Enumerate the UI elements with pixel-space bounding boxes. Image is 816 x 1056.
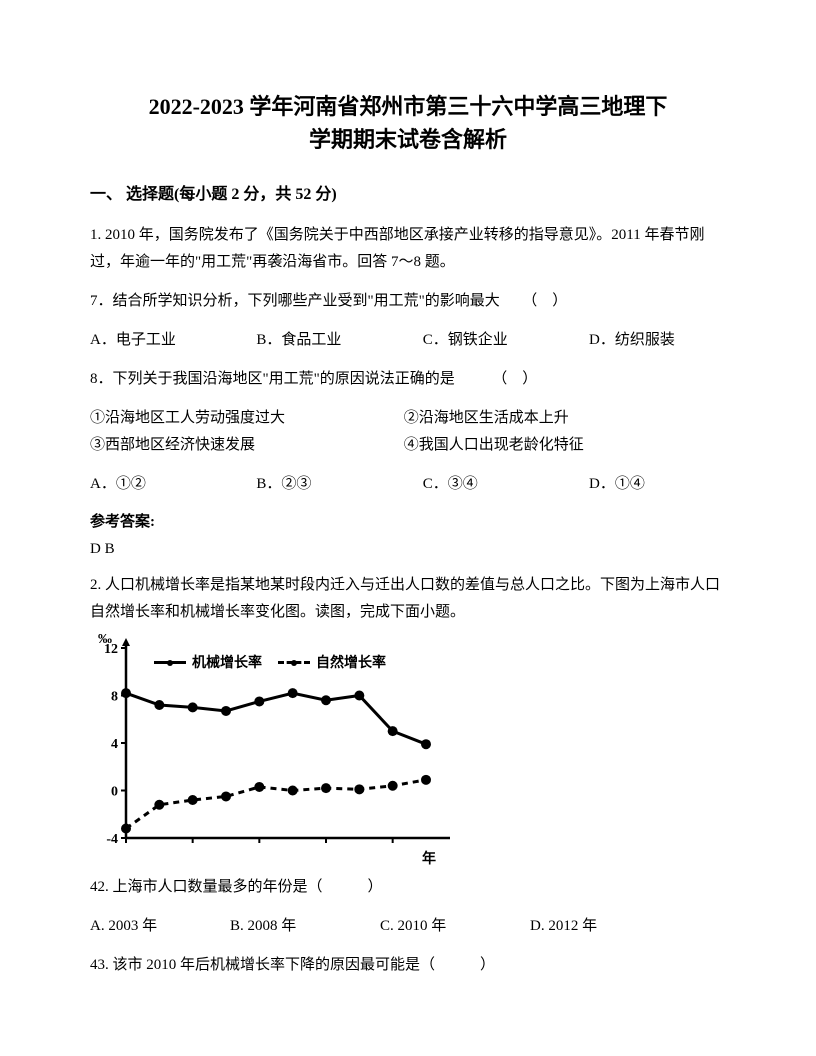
question-43: 43. 该市 2010 年后机械增长率下降的原因最可能是（ ）	[90, 952, 726, 979]
question-42: 42. 上海市人口数量最多的年份是（ ）	[90, 874, 726, 901]
svg-text:-4: -4	[106, 832, 118, 847]
question-42-options: A. 2003 年 B. 2008 年 C. 2010 年 D. 2012 年	[90, 913, 726, 940]
q42-option-b: B. 2008 年	[230, 913, 380, 940]
q8-option-c: C．③④	[423, 471, 589, 498]
legend-label-mechanical: 机械增长率	[192, 652, 262, 672]
answer-label: 参考答案:	[90, 510, 726, 531]
intro-paragraph: 1. 2010 年，国务院发布了《国务院关于中西部地区承接产业转移的指导意见》。…	[90, 222, 726, 276]
question-8-options: A．①② B．②③ C．③④ D．①④	[90, 471, 726, 498]
svg-text:2011: 2011	[379, 847, 406, 848]
q42-option-c: C. 2010 年	[380, 913, 530, 940]
svg-text:0: 0	[111, 785, 118, 800]
q42-option-d: D. 2012 年	[530, 913, 660, 940]
svg-text:2007: 2007	[245, 847, 273, 848]
q8-stmt-1: ①沿海地区工人劳动强度过大	[90, 405, 400, 432]
svg-text:4: 4	[111, 737, 118, 752]
q8-stmt-2: ②沿海地区生活成本上升	[404, 405, 569, 432]
section-heading: 一、 选择题(每小题 2 分，共 52 分)	[90, 180, 726, 204]
svg-text:2009: 2009	[312, 847, 340, 848]
exam-title: 2022-2023 学年河南省郑州市第三十六中学高三地理下 学期期末试卷含解析	[90, 90, 726, 156]
q7-option-a: A．电子工业	[90, 327, 256, 354]
q8-option-d: D．①④	[589, 471, 726, 498]
question-2-intro: 2. 人口机械增长率是指某地某时段内迁入与迁出人口数的差值与总人口之比。下图为上…	[90, 572, 726, 626]
svg-text:2005: 2005	[179, 847, 207, 848]
q8-stmt-4: ④我国人口出现老龄化特征	[404, 432, 584, 459]
q8-option-a: A．①②	[90, 471, 256, 498]
question-8-statements: ①沿海地区工人劳动强度过大 ②沿海地区生活成本上升 ③西部地区经济快速发展 ④我…	[90, 405, 726, 459]
q7-option-d: D．纺织服装	[589, 327, 726, 354]
q7-option-b: B．食品工业	[256, 327, 422, 354]
legend-solid-line-icon	[154, 661, 186, 664]
svg-text:2003: 2003	[112, 847, 140, 848]
question-7: 7．结合所学知识分析，下列哪些产业受到"用工荒"的影响最大 （ ）	[90, 288, 726, 315]
chart-legend: 机械增长率 自然增长率	[154, 652, 386, 672]
legend-label-natural: 自然增长率	[316, 652, 386, 672]
question-8: 8．下列关于我国沿海地区"用工荒"的原因说法正确的是 （ ）	[90, 366, 726, 393]
q8-stmt-3: ③西部地区经济快速发展	[90, 432, 400, 459]
q42-option-a: A. 2003 年	[90, 913, 230, 940]
y-axis-unit: ‰	[98, 632, 112, 648]
title-line1: 2022-2023 学年河南省郑州市第三十六中学高三地理下	[90, 90, 726, 123]
x-axis-unit: 年	[422, 848, 436, 868]
answer-value: D B	[90, 541, 726, 558]
question-7-options: A．电子工业 B．食品工业 C．钢铁企业 D．纺织服装	[90, 327, 726, 354]
q8-option-b: B．②③	[256, 471, 422, 498]
q7-option-c: C．钢铁企业	[423, 327, 589, 354]
legend-dashed-line-icon	[278, 661, 310, 664]
growth-rate-chart: ‰ 机械增长率 自然增长率 -4048122003200520072009201…	[90, 638, 450, 868]
svg-text:8: 8	[111, 690, 118, 705]
title-line2: 学期期末试卷含解析	[90, 123, 726, 156]
